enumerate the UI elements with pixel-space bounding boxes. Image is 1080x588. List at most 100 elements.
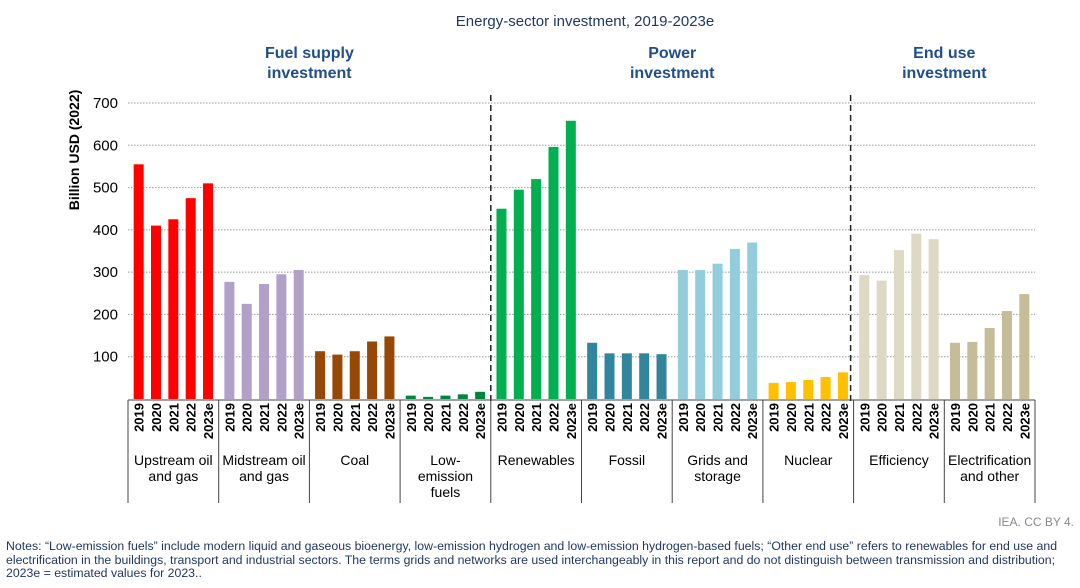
year-tick-label: 2022 <box>456 403 471 432</box>
section-title: investment <box>902 65 987 82</box>
year-tick-label: 2023e <box>1017 403 1032 439</box>
bar <box>967 341 978 399</box>
year-tick-label: 2019 <box>767 403 782 432</box>
bar <box>293 270 304 399</box>
year-tick-label: 2021 <box>348 403 363 432</box>
category-label: fuels <box>431 484 461 500</box>
bar <box>384 336 395 399</box>
bar <box>604 353 615 399</box>
bar <box>203 183 214 399</box>
y-axis-label: Billion USD (2022) <box>66 90 82 211</box>
credit: IEA. CC BY 4. <box>998 515 1074 529</box>
y-tick-label: 100 <box>93 349 118 366</box>
bar <box>513 189 524 399</box>
bar <box>695 270 706 399</box>
year-tick-label: 2021 <box>711 403 726 432</box>
category-label: Grids and <box>687 452 748 468</box>
section-title: End use <box>913 45 975 62</box>
year-tick-label: 2021 <box>166 403 181 432</box>
bar <box>185 198 196 399</box>
bar <box>1019 294 1030 399</box>
bar <box>332 354 343 399</box>
year-tick-label: 2021 <box>529 403 544 432</box>
year-tick-label: 2020 <box>330 403 345 432</box>
year-tick-label: 2022 <box>184 403 199 432</box>
category-label: Efficiency <box>869 452 929 468</box>
year-tick-label: 2022 <box>637 403 652 432</box>
year-tick-label: 2019 <box>585 403 600 432</box>
y-tick-label: 400 <box>93 222 118 239</box>
year-tick-label: 2023e <box>473 403 488 439</box>
bar <box>639 353 650 399</box>
bar <box>621 353 632 399</box>
year-tick-label: 2023e <box>292 403 307 439</box>
year-tick-label: 2020 <box>875 403 890 432</box>
year-tick-label: 2023e <box>655 403 670 439</box>
bar <box>276 274 287 399</box>
bar <box>677 270 688 399</box>
section-separators <box>490 95 852 402</box>
bar <box>440 395 451 399</box>
year-tick-label: 2019 <box>313 403 328 432</box>
section-titles: Fuel supply investment Power investment End … <box>265 45 987 82</box>
bar <box>785 382 796 399</box>
bar <box>984 327 995 399</box>
bar <box>949 342 960 399</box>
year-tick-label: 2022 <box>546 403 561 432</box>
year-tick-label: 2021 <box>892 403 907 432</box>
section-title: Fuel supply <box>265 45 354 62</box>
bar <box>133 164 144 399</box>
bar <box>1001 311 1012 399</box>
bar <box>712 263 723 399</box>
category-label: Midstream oil <box>222 452 305 468</box>
category-label: and gas <box>239 468 289 484</box>
bar <box>241 303 252 399</box>
year-tick-label: 2020 <box>149 403 164 432</box>
bar <box>859 275 870 399</box>
year-tick-label: 2019 <box>676 403 691 432</box>
bar <box>475 391 486 399</box>
year-tick-label: 2020 <box>421 403 436 432</box>
category-label: Nuclear <box>784 452 833 468</box>
y-tick-label: 600 <box>93 137 118 154</box>
chart-title: Energy-sector investment, 2019-2023e <box>456 13 714 30</box>
year-tick-label: 2023e <box>564 403 579 439</box>
category-label: and gas <box>148 468 198 484</box>
bar <box>587 342 598 399</box>
year-tick-label: 2021 <box>983 403 998 432</box>
year-tick-label: 2023e <box>745 403 760 439</box>
year-tick-label: 2021 <box>801 403 816 432</box>
year-tick-label: 2022 <box>274 403 289 432</box>
year-tick-label: 2022 <box>365 403 380 432</box>
y-tick-label: 500 <box>93 180 118 197</box>
year-tick-label: 2020 <box>784 403 799 432</box>
section-title: investment <box>630 65 715 82</box>
category-label: Coal <box>340 452 369 468</box>
energy-investment-chart: Energy-sector investment, 2019-2023e Fue… <box>66 13 1036 503</box>
year-tick-label: 2023e <box>836 403 851 439</box>
year-tick-label: 2021 <box>620 403 635 432</box>
y-tick-label: 300 <box>93 264 118 281</box>
notes: Notes: “Low-emission fuels” include mode… <box>6 539 1058 580</box>
year-tick-label: 2019 <box>404 403 419 432</box>
bar <box>315 351 326 399</box>
bar <box>168 219 179 399</box>
bar <box>820 377 831 399</box>
y-tick-label: 700 <box>93 95 118 112</box>
bar <box>496 208 507 399</box>
year-tick-label: 2022 <box>728 403 743 432</box>
y-tick-label: 200 <box>93 306 118 323</box>
year-tick-label: 2023e <box>382 403 397 439</box>
bar <box>224 281 235 399</box>
bar <box>259 283 270 399</box>
bar <box>531 179 542 399</box>
y-tick-labels: 100 200 300 400 500 600 700 <box>93 95 118 366</box>
year-tick-label: 2020 <box>240 403 255 432</box>
bar <box>876 280 887 399</box>
year-tick-label: 2020 <box>965 403 980 432</box>
year-tick-label: 2023e <box>201 403 216 439</box>
year-tick-label: 2023e <box>927 403 942 439</box>
bar <box>548 146 559 399</box>
bar <box>747 242 758 399</box>
